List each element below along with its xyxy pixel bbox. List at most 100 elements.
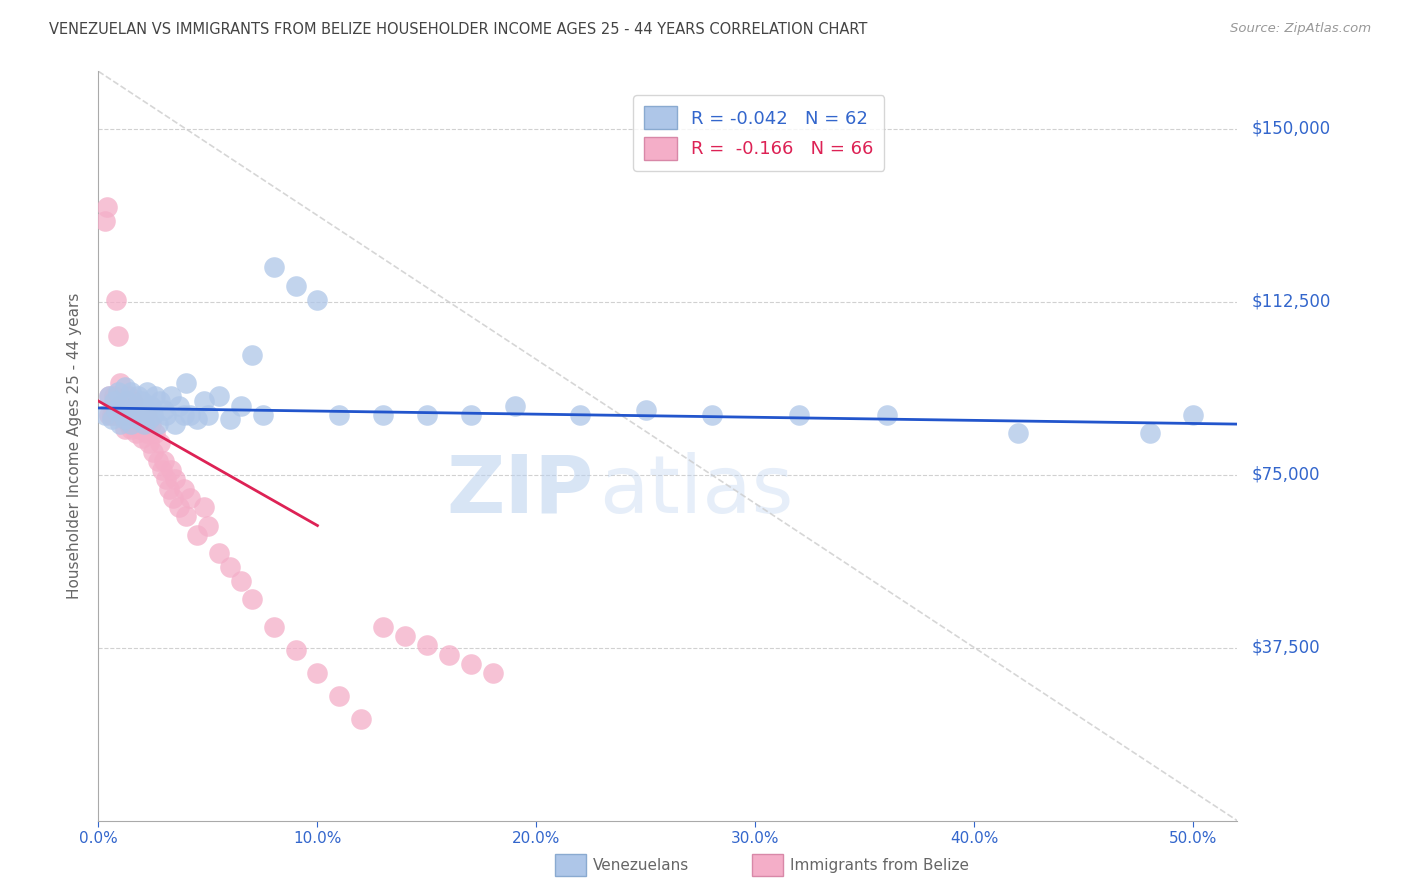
Point bbox=[174, 509, 197, 524]
Point bbox=[252, 408, 274, 422]
Point bbox=[173, 408, 195, 422]
Point bbox=[197, 408, 219, 422]
Point bbox=[111, 408, 134, 422]
Point bbox=[145, 389, 166, 403]
Point bbox=[328, 408, 350, 422]
Point bbox=[263, 260, 285, 275]
Point bbox=[218, 412, 240, 426]
Point bbox=[174, 376, 197, 390]
Point bbox=[394, 629, 416, 643]
Point bbox=[103, 394, 125, 409]
Point bbox=[165, 472, 187, 486]
Point bbox=[208, 546, 231, 560]
Point bbox=[129, 422, 152, 436]
Point bbox=[197, 518, 219, 533]
Point bbox=[460, 408, 482, 422]
Point bbox=[155, 408, 177, 422]
Point bbox=[124, 426, 146, 441]
Point bbox=[98, 389, 121, 403]
Point bbox=[104, 403, 127, 417]
Point bbox=[110, 408, 132, 422]
Point bbox=[437, 648, 460, 662]
Point bbox=[149, 394, 172, 409]
Point bbox=[371, 620, 394, 634]
Point bbox=[131, 431, 153, 445]
Point bbox=[371, 408, 394, 422]
Text: atlas: atlas bbox=[599, 452, 794, 530]
Point bbox=[138, 435, 160, 450]
Point bbox=[240, 592, 263, 607]
Point bbox=[134, 412, 156, 426]
Point bbox=[240, 348, 263, 362]
Point bbox=[193, 394, 215, 409]
Point bbox=[114, 422, 136, 436]
Point bbox=[876, 408, 898, 422]
Point bbox=[138, 412, 160, 426]
Point bbox=[169, 500, 191, 514]
Point bbox=[569, 408, 592, 422]
Point bbox=[139, 417, 162, 431]
Point bbox=[127, 389, 149, 403]
Point bbox=[328, 689, 350, 703]
Text: ZIP: ZIP bbox=[447, 452, 593, 530]
Point bbox=[118, 417, 141, 431]
Point bbox=[118, 389, 141, 403]
Point bbox=[1007, 426, 1029, 441]
Point bbox=[114, 412, 136, 426]
Point bbox=[115, 408, 138, 422]
Point bbox=[111, 408, 134, 422]
Point bbox=[94, 214, 117, 228]
Point bbox=[208, 389, 231, 403]
Point bbox=[218, 560, 240, 574]
Point bbox=[122, 408, 145, 422]
Point bbox=[145, 426, 166, 441]
Point bbox=[139, 399, 162, 413]
Text: $150,000: $150,000 bbox=[1251, 120, 1330, 138]
Point bbox=[135, 426, 157, 441]
Point bbox=[135, 408, 157, 422]
Point bbox=[142, 444, 165, 458]
Point bbox=[127, 408, 149, 422]
Point bbox=[107, 384, 129, 399]
Point bbox=[263, 620, 285, 634]
Point bbox=[124, 399, 146, 413]
Point bbox=[120, 408, 142, 422]
Point bbox=[98, 408, 121, 422]
Point bbox=[96, 200, 118, 214]
Text: Venezuelans: Venezuelans bbox=[593, 858, 689, 872]
Point bbox=[110, 399, 132, 413]
Point bbox=[307, 293, 329, 307]
Point bbox=[135, 384, 157, 399]
Y-axis label: Householder Income Ages 25 - 44 years: Householder Income Ages 25 - 44 years bbox=[67, 293, 83, 599]
Text: Immigrants from Belize: Immigrants from Belize bbox=[790, 858, 969, 872]
Point bbox=[153, 403, 176, 417]
Point bbox=[481, 666, 503, 681]
Text: Source: ZipAtlas.com: Source: ZipAtlas.com bbox=[1230, 22, 1371, 36]
Point bbox=[122, 408, 145, 422]
Point bbox=[107, 408, 129, 422]
Point bbox=[416, 408, 439, 422]
Point bbox=[120, 384, 142, 399]
Point bbox=[104, 293, 127, 307]
Point bbox=[100, 412, 122, 426]
Point bbox=[159, 463, 181, 477]
Point bbox=[114, 399, 136, 413]
Point bbox=[186, 528, 208, 542]
Point bbox=[169, 399, 191, 413]
Point bbox=[114, 380, 136, 394]
Point bbox=[135, 403, 157, 417]
Point bbox=[153, 454, 176, 468]
Point bbox=[131, 408, 153, 422]
Point bbox=[1182, 408, 1205, 422]
Point bbox=[134, 417, 156, 431]
Point bbox=[122, 394, 145, 409]
Point bbox=[503, 399, 526, 413]
Point bbox=[460, 657, 482, 671]
Point bbox=[159, 389, 181, 403]
Text: $37,500: $37,500 bbox=[1251, 639, 1320, 657]
Point bbox=[150, 463, 173, 477]
Point bbox=[127, 412, 149, 426]
Point bbox=[94, 408, 117, 422]
Point bbox=[229, 399, 252, 413]
Point bbox=[179, 491, 201, 505]
